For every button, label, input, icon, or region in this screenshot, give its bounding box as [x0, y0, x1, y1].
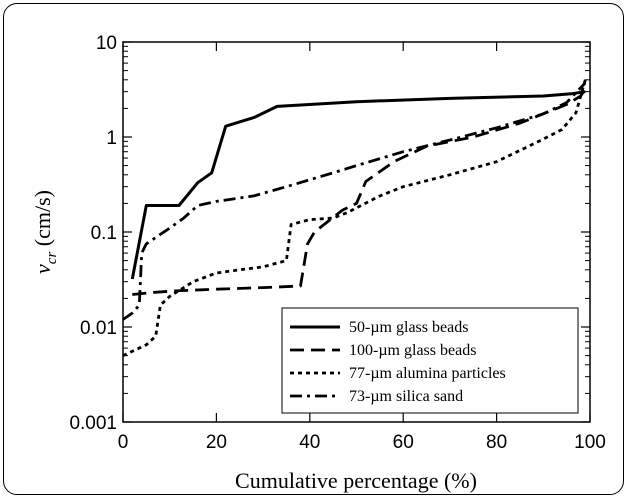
- x-tick-label: 20: [206, 432, 227, 453]
- x-tick-label: 40: [299, 432, 320, 453]
- legend-label: 50-µm glass beads: [349, 319, 468, 336]
- series-line-4: [122, 82, 587, 321]
- x-tick-label: 100: [574, 432, 606, 453]
- legend-label: 77-µm alumina particles: [349, 365, 506, 382]
- y-axis-label: vcr (cm/s): [30, 190, 60, 274]
- legend-label: 100-µm glass beads: [349, 342, 476, 359]
- y-axis-label-subscript: cr: [44, 252, 60, 265]
- y-tick-label: 10: [96, 33, 117, 54]
- legend-entries: 50-µm glass beads 100-µm glass beads 77-µm…: [290, 319, 506, 405]
- series-line-2: [132, 88, 587, 296]
- y-axis-ticks: 0.001 0.01 0.1 1 10: [69, 33, 590, 434]
- x-axis-label: Cumulative percentage (%): [235, 468, 477, 493]
- y-tick-label: 1: [106, 128, 117, 149]
- x-axis-ticks: 0 20 40 60 80 100: [118, 42, 606, 453]
- y-tick-label: 0.1: [91, 223, 117, 244]
- y-axis-label-unit-text: (cm/s): [30, 190, 55, 246]
- x-tick-label: 80: [486, 432, 507, 453]
- y-tick-label: 0.001: [69, 413, 117, 434]
- legend: 50-µm glass beads 100-µm glass beads 77-µm…: [281, 307, 579, 414]
- x-tick-label: 60: [393, 432, 414, 453]
- series-layer: [122, 79, 587, 357]
- legend-label: 73-µm silica sand: [349, 388, 463, 405]
- y-axis-label-symbol: v: [30, 264, 55, 274]
- x-tick-label: 0: [118, 432, 129, 453]
- series-line-1: [130, 90, 586, 280]
- y-tick-label: 0.01: [80, 318, 117, 339]
